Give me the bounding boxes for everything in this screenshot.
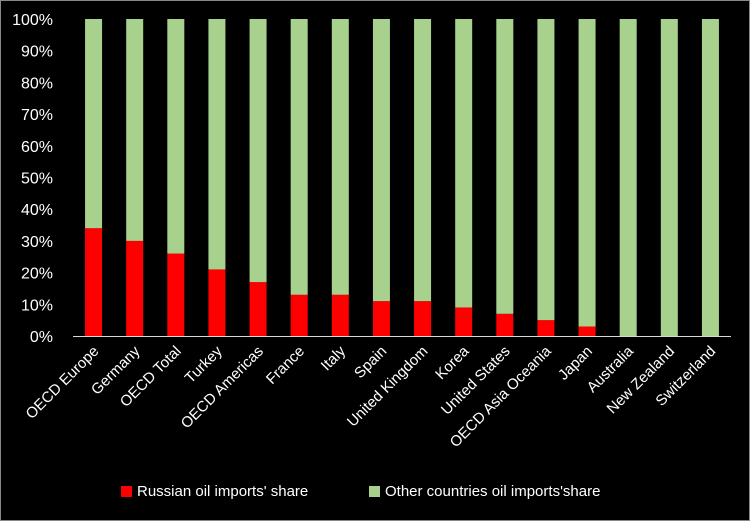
bar-russian-share-5	[290, 294, 308, 336]
bar-russian-share-3	[208, 269, 226, 336]
bar-russian-share-4	[249, 282, 267, 336]
legend: Russian oil imports' share Other countrie…	[121, 483, 600, 500]
x-tick-label: Spain	[351, 343, 390, 382]
bar-other-share-7	[372, 19, 390, 302]
bar-other-share-8	[414, 19, 432, 302]
y-tick-label: 90%	[21, 44, 53, 61]
bar-russian-share-0	[85, 228, 103, 336]
bar-other-share-14	[660, 19, 678, 336]
bar-russian-share-6	[331, 294, 349, 336]
bar-other-share-0	[85, 19, 103, 229]
y-tick-label: 70%	[21, 107, 53, 124]
legend-label-1: Other countries oil imports'share	[385, 483, 600, 500]
bar-russian-share-7	[372, 301, 390, 336]
bars	[85, 19, 719, 336]
bar-russian-share-10	[496, 313, 514, 336]
bar-russian-share-11	[537, 320, 555, 336]
y-tick-label: 50%	[21, 171, 53, 188]
x-tick-label: Italy	[318, 342, 350, 374]
bar-russian-share-2	[167, 253, 185, 336]
bar-other-share-2	[167, 19, 185, 254]
y-tick-label: 100%	[12, 12, 53, 29]
legend-swatch-0	[121, 486, 132, 497]
bar-other-share-15	[701, 19, 719, 336]
bar-other-share-6	[331, 19, 349, 295]
x-tick-label: France	[263, 343, 308, 388]
y-tick-label: 40%	[21, 202, 53, 219]
y-tick-label: 10%	[21, 297, 53, 314]
bar-other-share-10	[496, 19, 514, 314]
bar-other-share-4	[249, 19, 267, 283]
y-tick-label: 20%	[21, 266, 53, 283]
bar-other-share-1	[126, 19, 144, 241]
bar-other-share-11	[537, 19, 555, 321]
bar-other-share-9	[455, 19, 473, 308]
bar-other-share-13	[619, 19, 637, 336]
legend-label-0: Russian oil imports' share	[137, 483, 308, 500]
bar-russian-share-9	[455, 307, 473, 336]
y-tick-label: 60%	[21, 139, 53, 156]
bar-russian-share-1	[126, 240, 144, 336]
bar-other-share-12	[578, 19, 596, 327]
bar-russian-share-12	[578, 326, 596, 336]
y-tick-label: 30%	[21, 234, 53, 251]
bar-other-share-3	[208, 19, 226, 270]
legend-swatch-1	[369, 486, 380, 497]
y-axis-ticks: 0% 10% 20% 30% 40% 50% 60% 70% 80% 90% 100%	[12, 12, 53, 346]
y-tick-label: 80%	[21, 75, 53, 92]
bar-other-share-5	[290, 19, 308, 295]
y-tick-label: 0%	[30, 329, 53, 346]
bar-russian-share-8	[414, 301, 432, 336]
